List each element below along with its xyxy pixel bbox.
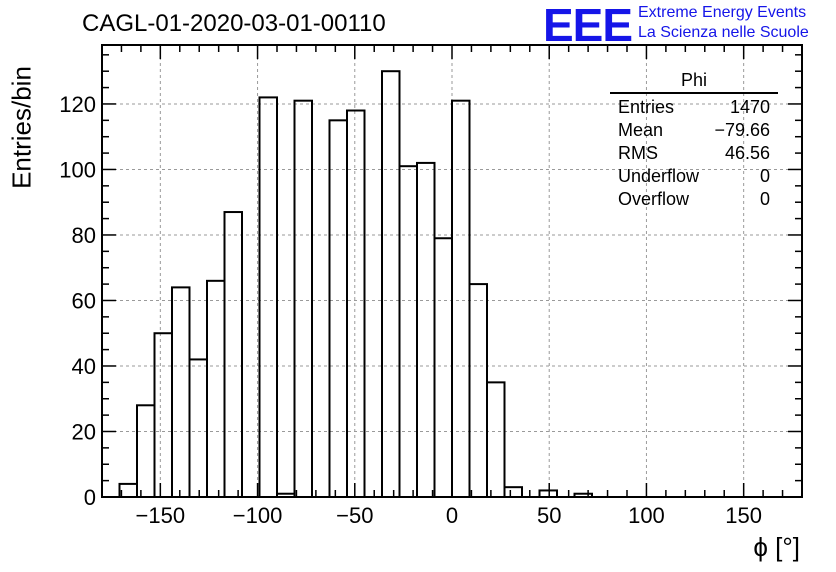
histogram-bin: [503, 486, 523, 499]
stats-value: 0: [759, 189, 770, 209]
x-tick-label: 50: [537, 503, 561, 528]
histogram-bin: [398, 165, 418, 498]
stats-row-mean: Mean −79.66: [610, 119, 778, 142]
histogram-bin: [171, 286, 191, 498]
histogram-bin: [188, 358, 208, 498]
histogram-bin: [293, 99, 313, 499]
stats-value: 0: [759, 166, 770, 186]
stats-label: Overflow: [618, 189, 690, 209]
stats-value: −79.66: [714, 120, 770, 140]
histogram-bin: [258, 96, 278, 499]
logo-caption: Extreme Energy Events La Scienza nelle S…: [638, 3, 809, 43]
y-tick-label: 20: [72, 419, 96, 444]
y-tick-label: 80: [72, 223, 96, 248]
histogram-bin: [136, 404, 156, 498]
histogram-bin: [468, 283, 488, 498]
x-tick-label: −100: [233, 503, 283, 528]
stats-row-underflow: Underflow 0: [610, 165, 778, 188]
x-tick-label: −150: [136, 503, 186, 528]
stats-value: 46.56: [724, 143, 770, 163]
histogram-bin: [153, 332, 173, 498]
stats-title: Phi: [610, 70, 778, 94]
stats-label: RMS: [618, 143, 658, 163]
eee-logo: EEE: [543, 0, 633, 51]
x-tick-label: 150: [725, 503, 762, 528]
stats-box: Phi Entries 1470 Mean −79.66 RMS 46.56 U…: [610, 70, 778, 211]
stats-value: 1470: [729, 97, 770, 117]
histogram-bin: [451, 99, 471, 499]
histogram-bin: [328, 119, 348, 498]
logo-line-2: La Scienza nelle Scuole: [638, 24, 809, 41]
stats-label: Mean: [618, 120, 664, 140]
histogram-bin: [416, 161, 436, 498]
x-axis-label: ϕ [°]: [753, 532, 800, 562]
stats-label: Underflow: [618, 166, 700, 186]
stats-row-entries: Entries 1470: [610, 96, 778, 119]
y-tick-label: 100: [59, 157, 96, 182]
y-tick-label: 120: [59, 92, 96, 117]
chart-title: CAGL-01-2020-03-01-00110: [82, 10, 386, 37]
histogram-bin: [486, 381, 506, 498]
y-axis-label: Entries/bin: [6, 66, 37, 189]
histogram-bin: [381, 70, 401, 498]
histogram-bin: [206, 279, 226, 498]
stats-row-overflow: Overflow 0: [610, 188, 778, 211]
y-tick-label: 60: [72, 288, 96, 313]
x-tick-label: 0: [446, 503, 458, 528]
histogram-bin: [223, 211, 243, 498]
histogram-bin: [346, 109, 366, 499]
stats-row-rms: RMS 46.56: [610, 142, 778, 165]
x-tick-label: 100: [628, 503, 665, 528]
histogram-bin: [433, 237, 453, 499]
y-tick-label: 40: [72, 354, 96, 379]
stats-label: Entries: [618, 97, 675, 117]
x-tick-label: −50: [336, 503, 373, 528]
y-tick-label: 0: [84, 485, 96, 510]
logo-line-1: Extreme Energy Events: [638, 4, 807, 21]
